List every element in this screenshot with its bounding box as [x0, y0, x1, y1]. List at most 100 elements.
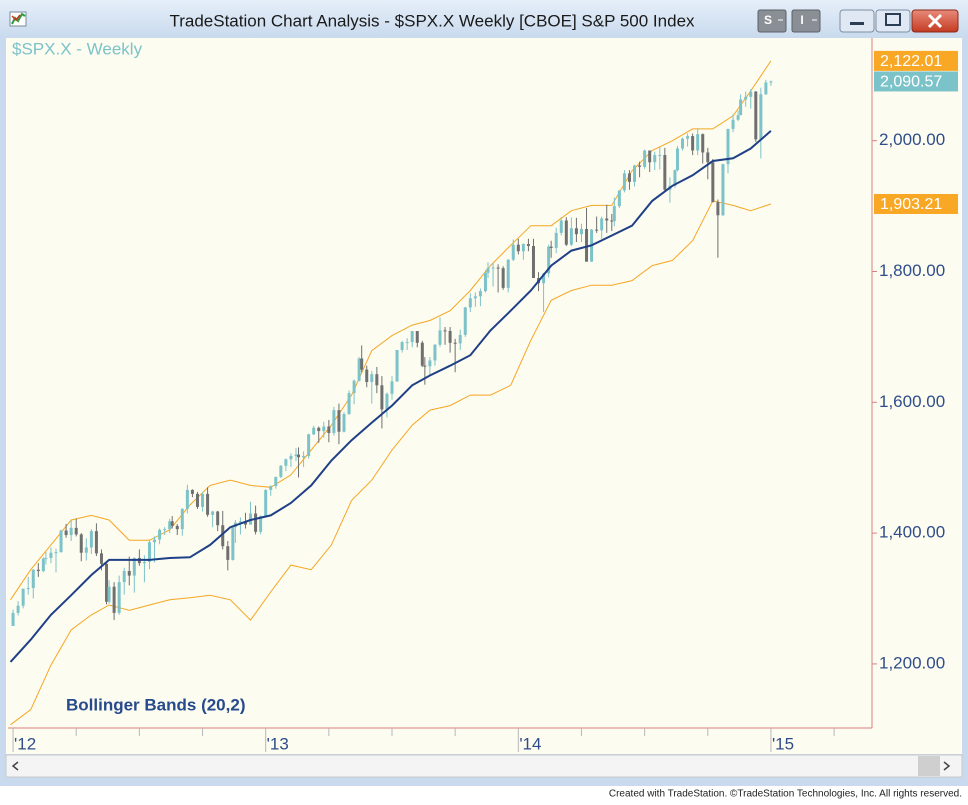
- candle-body: [180, 508, 184, 530]
- candle-body: [117, 582, 121, 613]
- candle-body: [438, 330, 442, 345]
- candle-body: [731, 119, 735, 129]
- candle-body: [99, 553, 103, 564]
- candle-body: [142, 561, 146, 564]
- candle-body: [496, 267, 500, 269]
- candle-body: [16, 605, 20, 613]
- x-tick-label: '13: [267, 734, 289, 753]
- candle-body: [380, 385, 384, 410]
- candle-body: [605, 218, 609, 221]
- candle-body: [132, 557, 136, 576]
- candle-body: [663, 155, 667, 190]
- candle-body: [420, 342, 424, 366]
- candle-body: [585, 228, 589, 262]
- x-tick-label: '14: [519, 734, 541, 753]
- price-marker-label: 1,903.21: [880, 196, 942, 213]
- plot: [9, 60, 773, 726]
- maximize-button[interactable]: [875, 9, 911, 33]
- candle-body: [385, 393, 389, 410]
- middle-band: [9, 130, 772, 663]
- candle-body: [297, 454, 301, 458]
- candle-body: [147, 542, 151, 562]
- candle-body: [347, 393, 351, 415]
- candle-body: [486, 268, 490, 273]
- candle-body: [754, 91, 758, 140]
- candle-body: [744, 96, 748, 100]
- candle-body: [168, 521, 172, 530]
- candle-body: [342, 414, 346, 432]
- price-marker: [874, 71, 958, 92]
- candle-body: [564, 220, 568, 245]
- candle-body: [453, 342, 457, 344]
- candle-body: [312, 427, 316, 435]
- footer-bar: [0, 786, 968, 800]
- candle-body: [274, 476, 278, 487]
- candle-body: [483, 272, 487, 292]
- candle-body: [648, 150, 652, 163]
- candle-body: [458, 334, 462, 344]
- candle-body: [521, 244, 525, 252]
- candle-body: [289, 455, 293, 460]
- indicator-label: Bollinger Bands (20,2): [66, 695, 245, 714]
- minimize-button[interactable]: [839, 9, 875, 33]
- candle-body: [317, 427, 321, 432]
- candle-body: [395, 349, 399, 382]
- candle-body: [79, 534, 83, 553]
- candle-body: [322, 426, 326, 432]
- candle-body: [701, 134, 705, 153]
- candle-body: [185, 489, 189, 509]
- candle-body: [673, 170, 677, 186]
- candle-body: [610, 220, 614, 222]
- scrollbar[interactable]: [5, 754, 963, 778]
- x-tick-label: '12: [14, 734, 36, 753]
- candle-body: [726, 128, 730, 165]
- candle-body: [163, 529, 167, 531]
- footer-text: Created with TradeStation. ©TradeStation…: [609, 789, 962, 800]
- candle-body: [526, 244, 530, 246]
- candle-body: [549, 246, 553, 248]
- candle-body: [11, 612, 15, 626]
- candle-body: [41, 558, 45, 572]
- candle-body: [375, 374, 379, 386]
- candle-body: [94, 531, 98, 554]
- candle-body: [428, 360, 432, 367]
- candle-body: [478, 291, 482, 297]
- candle-body: [559, 220, 563, 233]
- candle-body: [360, 358, 364, 370]
- candle-body: [370, 374, 374, 383]
- toolbar-button-label[interactable]: S: [764, 13, 772, 27]
- candle-body: [574, 228, 578, 235]
- candle-body: [332, 410, 336, 434]
- candle-body: [352, 380, 356, 394]
- candle-body: [254, 513, 258, 532]
- toolbar-button[interactable]: S: [757, 9, 787, 33]
- candle-body: [468, 298, 472, 308]
- price-marker: [874, 193, 958, 214]
- candle-body: [105, 563, 109, 602]
- candle-body: [337, 410, 341, 432]
- candle-body: [617, 190, 621, 207]
- candle-body: [64, 530, 68, 536]
- candle-body: [175, 525, 179, 530]
- candle-body: [206, 493, 210, 515]
- candle-body: [721, 164, 725, 216]
- price-marker-label: 2,090.57: [880, 74, 942, 91]
- toolbar-button[interactable]: I: [791, 9, 821, 33]
- candle-body: [122, 571, 126, 583]
- candle-body: [595, 229, 599, 231]
- toolbar-button-label[interactable]: I: [800, 13, 803, 27]
- candle-body: [675, 148, 679, 171]
- candle-body: [365, 369, 369, 383]
- candle-body: [658, 155, 662, 157]
- candle-body: [89, 531, 93, 548]
- candle-body: [433, 344, 437, 361]
- candle-body: [686, 136, 690, 139]
- close-button[interactable]: [911, 9, 959, 33]
- candle-body: [31, 569, 35, 589]
- candle-body: [448, 331, 452, 343]
- candle-body: [653, 155, 657, 163]
- candle-body: [612, 206, 616, 222]
- candle-body: [463, 307, 467, 335]
- lower-band: [10, 200, 772, 726]
